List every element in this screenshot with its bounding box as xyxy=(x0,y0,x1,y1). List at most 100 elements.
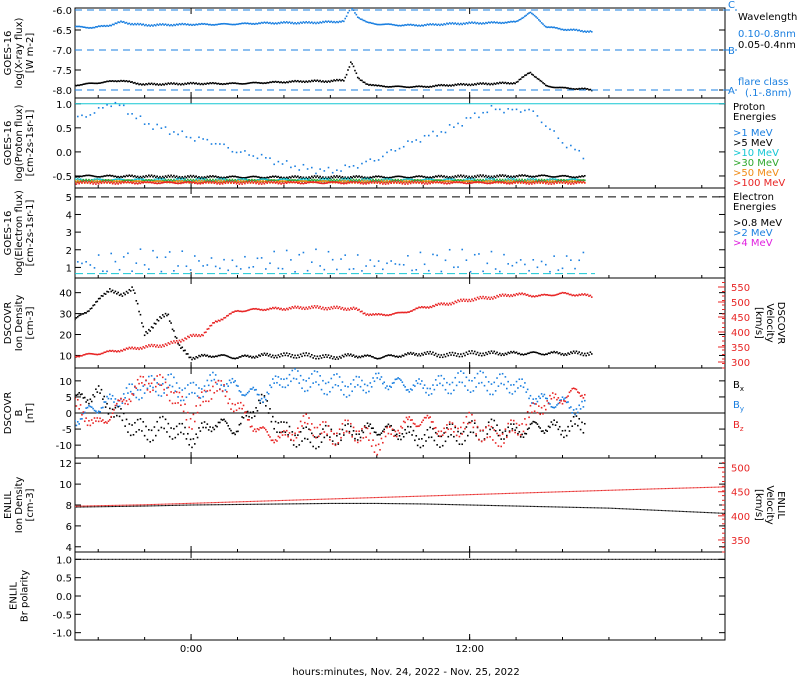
data-point xyxy=(75,25,78,28)
data-point xyxy=(331,80,334,83)
data-point xyxy=(466,179,469,181)
data-point xyxy=(497,434,500,437)
data-point xyxy=(501,181,504,183)
data-point xyxy=(370,84,373,87)
data-point xyxy=(297,370,299,372)
data-point xyxy=(356,441,359,444)
data-point xyxy=(329,357,331,359)
data-point xyxy=(441,176,444,178)
data-point xyxy=(515,180,518,183)
data-point xyxy=(570,259,572,261)
data-point xyxy=(266,308,269,310)
data-point xyxy=(76,261,79,263)
data-point xyxy=(493,350,496,353)
data-point xyxy=(181,130,184,133)
data-point xyxy=(423,183,426,185)
data-point xyxy=(139,22,142,25)
data-point xyxy=(220,384,223,386)
data-point xyxy=(81,262,83,265)
data-point xyxy=(238,176,241,179)
data-point xyxy=(416,382,419,385)
data-point xyxy=(465,415,468,418)
data-point xyxy=(578,392,581,394)
data-point xyxy=(85,174,87,177)
data-point xyxy=(112,505,114,508)
data-point xyxy=(563,180,565,183)
data-point xyxy=(471,177,473,180)
data-point xyxy=(150,326,153,328)
data-point xyxy=(145,179,147,181)
data-point xyxy=(217,23,220,26)
data-point xyxy=(283,180,285,183)
data-point xyxy=(512,180,515,182)
data-point xyxy=(416,175,419,178)
data-point xyxy=(517,434,519,436)
data-point xyxy=(457,83,459,85)
data-point xyxy=(193,176,196,178)
data-point xyxy=(323,182,326,185)
data-point xyxy=(284,181,287,184)
data-point xyxy=(96,178,99,180)
data-point xyxy=(558,399,561,402)
data-point xyxy=(414,308,416,311)
data-point xyxy=(81,413,83,416)
data-point xyxy=(150,382,153,385)
data-point xyxy=(280,307,282,310)
data-point xyxy=(301,355,303,358)
data-point xyxy=(379,313,381,316)
data-point xyxy=(79,181,82,183)
data-point xyxy=(437,430,440,433)
data-point xyxy=(400,175,402,178)
data-point xyxy=(110,179,113,181)
data-point xyxy=(461,175,464,178)
data-point xyxy=(499,81,501,84)
data-point xyxy=(336,175,338,177)
data-point xyxy=(128,80,131,82)
data-point xyxy=(120,293,122,296)
data-point xyxy=(384,177,387,179)
data-point xyxy=(543,83,546,85)
data-point xyxy=(271,22,274,24)
data-point xyxy=(107,174,110,177)
data-point xyxy=(400,438,402,441)
data-point xyxy=(407,388,409,391)
data-point xyxy=(402,179,405,182)
data-point xyxy=(418,175,420,177)
data-point xyxy=(298,307,301,310)
data-point xyxy=(185,353,188,355)
data-point xyxy=(316,370,319,373)
data-point xyxy=(544,397,547,400)
data-point xyxy=(373,23,376,25)
data-point xyxy=(437,302,440,305)
data-point xyxy=(471,298,473,301)
data-point xyxy=(349,353,352,356)
data-point xyxy=(547,181,550,183)
data-point xyxy=(76,84,79,87)
data-point xyxy=(331,440,334,442)
data-point xyxy=(422,387,425,389)
data-point xyxy=(185,83,188,85)
data-point xyxy=(436,85,438,87)
data-point xyxy=(206,178,209,181)
data-point xyxy=(383,178,386,180)
data-point xyxy=(373,181,376,184)
data-point xyxy=(245,393,248,396)
data-point xyxy=(427,436,430,439)
data-point xyxy=(191,446,193,449)
data-point xyxy=(563,400,565,402)
data-point xyxy=(471,380,473,382)
data-point xyxy=(401,24,404,27)
data-point xyxy=(451,22,454,24)
data-point xyxy=(510,179,512,182)
data-point xyxy=(207,355,210,358)
data-point xyxy=(377,180,380,183)
data-point xyxy=(323,178,326,181)
data-point xyxy=(97,385,100,387)
data-point xyxy=(561,182,564,184)
data-point xyxy=(313,370,316,372)
data-point xyxy=(437,84,440,86)
data-point xyxy=(242,310,245,313)
data-point xyxy=(369,158,372,160)
data-point xyxy=(454,181,457,184)
data-point xyxy=(327,425,330,427)
